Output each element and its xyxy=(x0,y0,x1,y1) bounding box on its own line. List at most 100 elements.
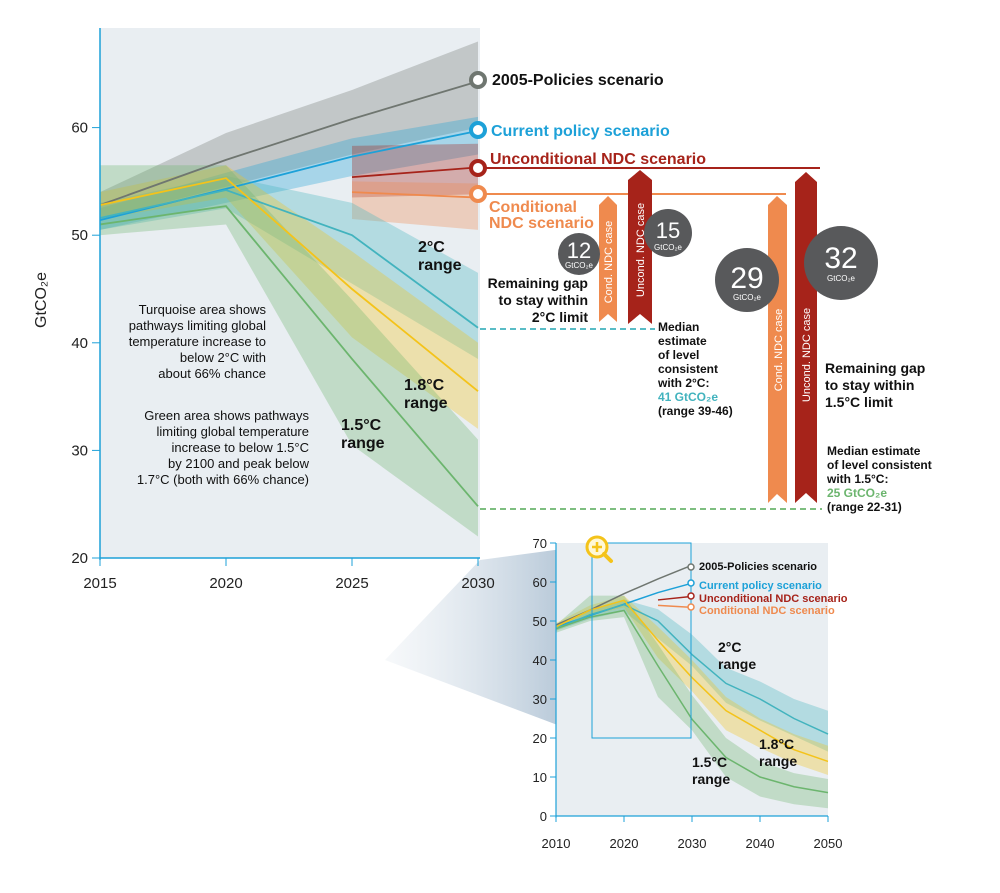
main-line-2c-range xyxy=(99,189,479,329)
inset-x-tick-label: 2030 xyxy=(678,836,707,851)
one-five-gap-title-line-1: Remaining gap xyxy=(825,360,925,376)
inset-label-unconditional: Unconditional NDC scenario xyxy=(699,593,848,605)
two-c-conditional-gap-unit: GtCO₂e xyxy=(565,261,594,270)
main-band-1-5c-range xyxy=(100,165,478,537)
inset-y-tick-label: 50 xyxy=(533,614,547,629)
inset-line-conditional-ndc-scenario xyxy=(657,604,693,609)
inset-line-unconditional-ndc-scenario xyxy=(657,595,693,601)
one-five-median-range: (range 22-31) xyxy=(827,500,902,514)
one-five-unconditional-bar-label: Uncond. NDC case xyxy=(801,308,813,402)
main-y-axis-title: GtCO₂e xyxy=(33,272,50,328)
green-note-line-4: by 2100 and peak below xyxy=(168,456,310,471)
label-conditional-ndc-1: Conditional xyxy=(489,199,577,216)
two-c-gap-title-line-1: Remaining gap xyxy=(488,275,588,291)
green-note: Green area shows pathways limiting globa… xyxy=(137,408,310,487)
label-18c-range-2: range xyxy=(404,395,448,412)
inset-x-tick-label: 2020 xyxy=(610,836,639,851)
inset-y-tick-label: 20 xyxy=(533,731,547,746)
green-note-line-5: 1.7°C (both with 66% chance) xyxy=(137,472,309,487)
magnifier-plus-icon[interactable] xyxy=(585,535,613,563)
one-five-conditional-gap-circle xyxy=(715,248,779,312)
two-c-median-line-5: with 2°C: xyxy=(657,376,709,390)
main-y-tick-label: 20 xyxy=(71,550,88,567)
label-2005-policies: 2005-Policies scenario xyxy=(492,72,664,89)
two-c-unconditional-bar-label: Uncond. NDC case xyxy=(635,203,647,297)
two-c-conditional-bar-label: Cond. NDC case xyxy=(603,221,615,304)
inset-plot-background xyxy=(556,543,828,816)
two-c-conditional-gap-bar xyxy=(599,196,617,322)
zoom-projection xyxy=(385,545,592,738)
inset-band-2c-range xyxy=(556,599,828,752)
inset-marker-current xyxy=(687,579,695,587)
one-five-conditional-gap-unit: GtCO₂e xyxy=(733,293,762,302)
one-five-median-value: 25 GtCO₂e xyxy=(827,486,887,500)
inset-marker-conditional xyxy=(687,603,695,611)
two-c-unconditional-gap-circle xyxy=(644,209,692,257)
inset-label-15c-2: range xyxy=(692,771,730,787)
main-line-conditional-ndc-scenario xyxy=(351,191,479,199)
turquoise-note-line-5: about 66% chance xyxy=(158,366,266,381)
green-note-line-1: Green area shows pathways xyxy=(144,408,309,423)
label-current-policy: Current policy scenario xyxy=(491,123,670,140)
main-x-tick-label: 2020 xyxy=(209,575,242,592)
marker-unconditional-ndc xyxy=(469,159,487,177)
two-c-unconditional-gap-value: 15 xyxy=(656,218,680,243)
main-line-2005-policies-scenario xyxy=(99,80,479,206)
main-line-unconditional-ndc-scenario xyxy=(351,166,479,178)
one-five-median-line-1: Median estimate xyxy=(827,444,921,458)
label-unconditional-ndc: Unconditional NDC scenario xyxy=(490,151,706,168)
one-five-gap-title-line-2: to stay within xyxy=(825,377,914,393)
inset-marker-unconditional xyxy=(687,592,695,600)
main-x-tick-label: 2015 xyxy=(83,575,116,592)
main-plot-background xyxy=(100,28,480,558)
green-note-line-3: increase to below 1.5°C xyxy=(172,440,309,455)
main-line-1-5c-range xyxy=(99,205,479,507)
two-c-median-line-3: of level xyxy=(658,348,699,362)
inset-line-1-8c-range xyxy=(555,599,829,763)
inset-marker-2005 xyxy=(687,563,695,571)
one-five-gap-title-line-3: 1.5°C limit xyxy=(825,394,893,410)
main-y-tick-label: 40 xyxy=(71,335,88,352)
two-c-unconditional-gap-bar xyxy=(628,170,652,324)
two-c-median-range: (range 39-46) xyxy=(658,404,733,418)
label-18c-range-1: 1.8°C xyxy=(404,377,445,394)
main-y-tick-label: 60 xyxy=(71,120,88,137)
inset-x-tick-label: 2040 xyxy=(746,836,775,851)
inset-x-tick-label: 2050 xyxy=(814,836,843,851)
label-2c-range-1: 2°C xyxy=(418,239,445,256)
inset-y-tick-label: 10 xyxy=(533,770,547,785)
inset-line-2c-range xyxy=(555,603,829,735)
one-five-median-note: Median estimate of level consistent with… xyxy=(826,444,932,514)
inset-label-conditional: Conditional NDC scenario xyxy=(699,605,835,617)
one-five-unconditional-gap-unit: GtCO₂e xyxy=(827,274,856,283)
two-c-gap-title: Remaining gap to stay within 2°C limit xyxy=(488,275,589,325)
main-band-unconditional-ndc-scenario xyxy=(352,143,478,198)
turquoise-note-line-4: below 2°C with xyxy=(180,350,266,365)
two-c-conditional-gap-value: 12 xyxy=(567,238,591,263)
inset-label-2005: 2005-Policies scenario xyxy=(699,561,817,573)
marker-conditional-ndc xyxy=(469,185,487,203)
main-band-2005-policies-scenario xyxy=(100,41,478,220)
two-c-median-value: 41 GtCO₂e xyxy=(658,390,718,404)
two-c-median-line-1: Median xyxy=(658,320,699,334)
two-c-median-note: Median estimate of level consistent with… xyxy=(657,320,733,418)
one-five-conditional-gap-value: 29 xyxy=(730,262,763,295)
label-2c-range-2: range xyxy=(418,257,462,274)
inset-label-18c-2: range xyxy=(759,753,797,769)
label-15c-range-1: 1.5°C xyxy=(341,417,382,434)
one-five-unconditional-gap-circle xyxy=(804,226,878,300)
inset-label-15c-1: 1.5°C xyxy=(692,754,727,770)
label-15c-range-2: range xyxy=(341,435,385,452)
inset-label-current: Current policy scenario xyxy=(699,580,822,592)
turquoise-note-line-2: pathways limiting global xyxy=(129,318,266,333)
two-c-conditional-gap-circle xyxy=(558,233,600,275)
main-x-tick-label: 2030 xyxy=(461,575,494,592)
inset-x-tick-label: 2010 xyxy=(542,836,571,851)
one-five-unconditional-gap-value: 32 xyxy=(824,242,857,275)
main-band-2c-range xyxy=(100,176,478,359)
turquoise-note-line-3: temperature increase to xyxy=(129,334,266,349)
one-five-median-line-3: with 1.5°C: xyxy=(826,472,888,486)
